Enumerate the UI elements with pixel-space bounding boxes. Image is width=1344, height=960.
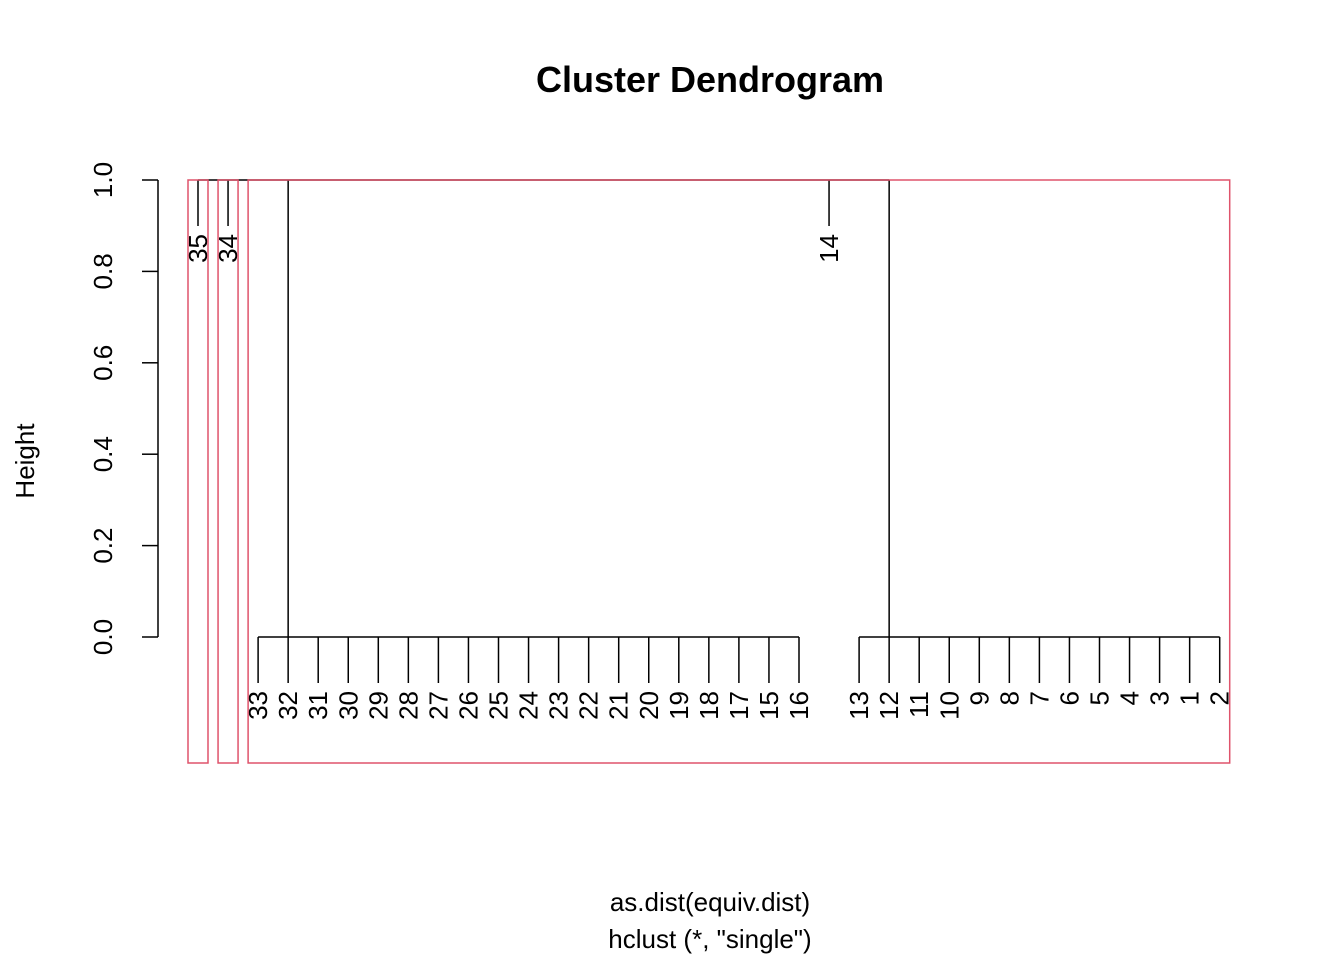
leaf-label: 15 [754, 691, 784, 720]
leaf-label: 2 [1205, 691, 1235, 705]
y-tick-label: 0.4 [88, 436, 118, 472]
leaf-label: 29 [363, 691, 393, 720]
chart-title: Cluster Dendrogram [536, 59, 884, 100]
dendrogram-tree [197, 179, 1221, 683]
cluster-rect [247, 179, 1231, 764]
leaf-label: 30 [333, 691, 363, 720]
leaf-label: 11 [904, 691, 934, 718]
leaf-label: 6 [1054, 691, 1084, 705]
leaf-labels: 33 32 31 30 29 28 27 26 25 24 23 22 21 20 19 18 17 15 16 13… [183, 234, 1235, 720]
leaf-label: 7 [1024, 691, 1054, 705]
y-tick-label: 0.6 [88, 345, 118, 381]
leaf-label: 13 [844, 691, 874, 720]
y-tick-label: 0.0 [88, 619, 118, 655]
leaf-label: 18 [694, 691, 724, 720]
method-label: hclust (*, "single") [608, 924, 811, 954]
y-axis-label: Height [10, 423, 40, 499]
leaf-label: 9 [964, 691, 994, 705]
leaf-label: 3 [1145, 691, 1175, 705]
leaf-label: 12 [874, 691, 904, 720]
leaf-label: 17 [724, 691, 754, 720]
leaf-label: 31 [303, 691, 333, 720]
cluster-rect [217, 179, 239, 764]
leaf-label: 5 [1085, 691, 1115, 705]
leaf-label: 28 [393, 691, 423, 720]
leaf-label: 25 [484, 691, 514, 720]
leaf-label: 16 [784, 691, 814, 720]
leaf-label: 21 [604, 691, 634, 720]
leaf-label: 27 [423, 691, 453, 720]
leaf-label: 20 [634, 691, 664, 720]
leaf-label: 22 [574, 691, 604, 720]
leaf-label: 32 [273, 691, 303, 720]
leaf-label: 24 [514, 691, 544, 720]
leaf-label: 23 [544, 691, 574, 720]
leaf-label: 8 [994, 691, 1024, 705]
cluster-rect [187, 179, 209, 764]
leaf-label: 1 [1175, 691, 1205, 705]
leaf-label: 19 [664, 691, 694, 720]
leaf-label: 10 [934, 691, 964, 720]
leaf-label: 26 [453, 691, 483, 720]
y-tick-label: 0.2 [88, 528, 118, 564]
leaf-label: 14 [814, 234, 844, 263]
leaf-label: 4 [1115, 691, 1145, 705]
y-tick-label: 1.0 [88, 162, 118, 198]
x-axis-label: as.dist(equiv.dist) [610, 887, 810, 917]
cluster-rectangles [187, 179, 1231, 764]
y-tick-label: 0.8 [88, 253, 118, 289]
y-axis: 0.0 0.2 0.4 0.6 0.8 1.0 [88, 162, 159, 655]
